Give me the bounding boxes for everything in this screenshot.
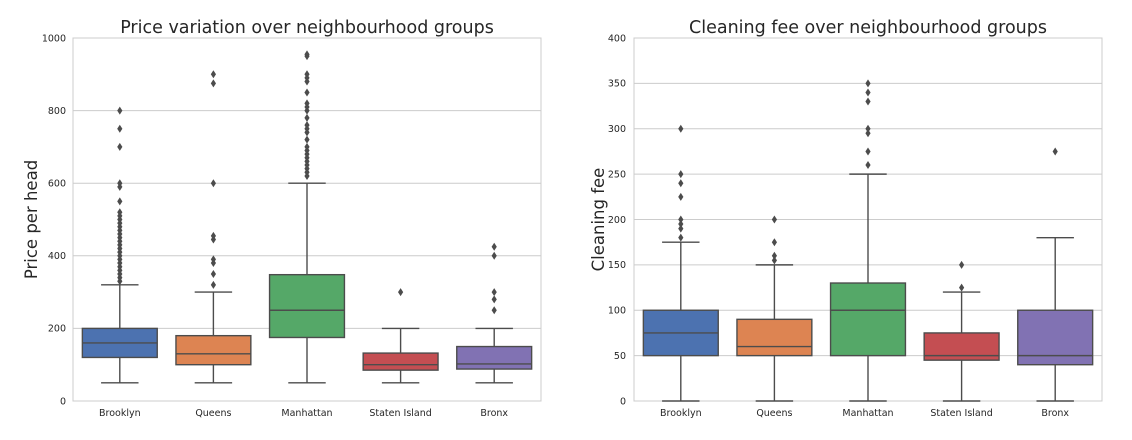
outlier-point (491, 288, 497, 297)
x-tick-label: Staten Island (930, 408, 992, 419)
box-queens (736, 215, 813, 402)
outlier-point (678, 124, 684, 133)
y-tick-label: 800 (48, 106, 66, 117)
y-tick-label: 400 (608, 33, 626, 44)
outlier-point (865, 79, 871, 88)
outlier-point (959, 283, 965, 292)
x-tick-label: Queens (756, 408, 792, 419)
outlier-point (117, 179, 123, 188)
outlier-point (865, 88, 871, 97)
iqr-box (362, 352, 439, 371)
outlier-point (491, 242, 497, 251)
outlier-point (678, 179, 684, 188)
outlier-point (304, 50, 310, 59)
outlier-point (304, 88, 310, 97)
box-brooklyn (81, 106, 158, 384)
outlier-point (304, 121, 310, 130)
outlier-point (678, 170, 684, 179)
outlier-point (865, 129, 871, 138)
x-tick-label: Bronx (480, 408, 508, 419)
box-manhattan (829, 79, 907, 402)
outlier-point (1052, 147, 1058, 156)
iqr-box (456, 345, 533, 370)
outlier-point (117, 197, 123, 206)
box-staten-island (923, 260, 1000, 402)
iqr-box (268, 273, 346, 339)
y-tick-label: 200 (48, 324, 66, 335)
plot-frame (72, 37, 542, 402)
y-tick-label: 600 (48, 179, 66, 190)
x-tick-label: Queens (195, 408, 231, 419)
x-tick-label: Brooklyn (99, 408, 141, 419)
x-tick-label: Bronx (1041, 408, 1069, 419)
outlier-point (771, 215, 777, 224)
y-tick-label: 150 (608, 260, 626, 271)
chart-2: 0 50 100 150 200 250 300 350 400 Brooklyn Queens Ma… (589, 18, 1103, 419)
iqr-box (736, 318, 813, 357)
outlier-point (491, 251, 497, 260)
outlier-point (210, 179, 216, 188)
outlier-point (210, 79, 216, 88)
x-tick-label: Staten Island (369, 408, 431, 419)
outlier-point (304, 113, 310, 122)
outlier-point (678, 224, 684, 233)
outlier-point (304, 142, 310, 151)
chart-1: 0 200 400 600 800 1000 Brooklyn Queens Manhattan… (22, 18, 542, 419)
outlier-point (210, 231, 216, 240)
outlier-point (117, 124, 123, 133)
outlier-point (865, 147, 871, 156)
x-tick-label: Brooklyn (660, 408, 702, 419)
outlier-point (678, 220, 684, 229)
outlier-point (304, 70, 310, 79)
outlier-point (304, 99, 310, 108)
box-bronx (1017, 147, 1094, 402)
outlier-point (771, 256, 777, 265)
y-tick-label: 1000 (42, 33, 66, 44)
outlier-point (398, 288, 404, 297)
outlier-point (865, 124, 871, 133)
outlier-point (117, 208, 123, 217)
outlier-point (117, 142, 123, 151)
outlier-point (491, 306, 497, 315)
y-tick-label: 350 (608, 79, 626, 90)
box-brooklyn (642, 124, 719, 402)
outlier-point (771, 251, 777, 260)
y-tick-label: 200 (608, 215, 626, 226)
box-manhattan (268, 50, 346, 384)
outlier-point (771, 238, 777, 247)
iqr-box (175, 334, 252, 366)
y-tick-label: 400 (48, 251, 66, 262)
outlier-point (678, 233, 684, 242)
outlier-point (210, 269, 216, 278)
iqr-box (829, 282, 907, 357)
chart-title: Cleaning fee over neighbourhood groups (689, 18, 1047, 38)
outlier-point (210, 70, 216, 79)
y-tick-label: 0 (620, 396, 626, 407)
y-tick-label: 0 (60, 396, 66, 407)
x-tick-label: Manhattan (281, 408, 332, 419)
outlier-point (210, 255, 216, 264)
outlier-point (117, 106, 123, 115)
x-tick-label: Manhattan (842, 408, 893, 419)
box-staten-island (362, 288, 439, 384)
y-axis-label: Price per head (22, 160, 41, 279)
chart-title: Price variation over neighbourhood group… (120, 18, 494, 38)
outlier-point (865, 161, 871, 170)
y-tick-label: 250 (608, 169, 626, 180)
y-tick-label: 100 (608, 306, 626, 317)
iqr-box (1017, 309, 1094, 366)
box-queens (175, 70, 252, 384)
y-tick-label: 300 (608, 124, 626, 135)
box-bronx (456, 242, 533, 384)
outlier-point (959, 260, 965, 269)
outlier-point (304, 135, 310, 144)
outlier-point (678, 215, 684, 224)
outlier-point (210, 280, 216, 289)
outlier-point (678, 192, 684, 201)
y-tick-label: 50 (614, 351, 626, 362)
outlier-point (865, 97, 871, 106)
outlier-point (491, 295, 497, 304)
y-axis-label: Cleaning fee (589, 168, 608, 272)
